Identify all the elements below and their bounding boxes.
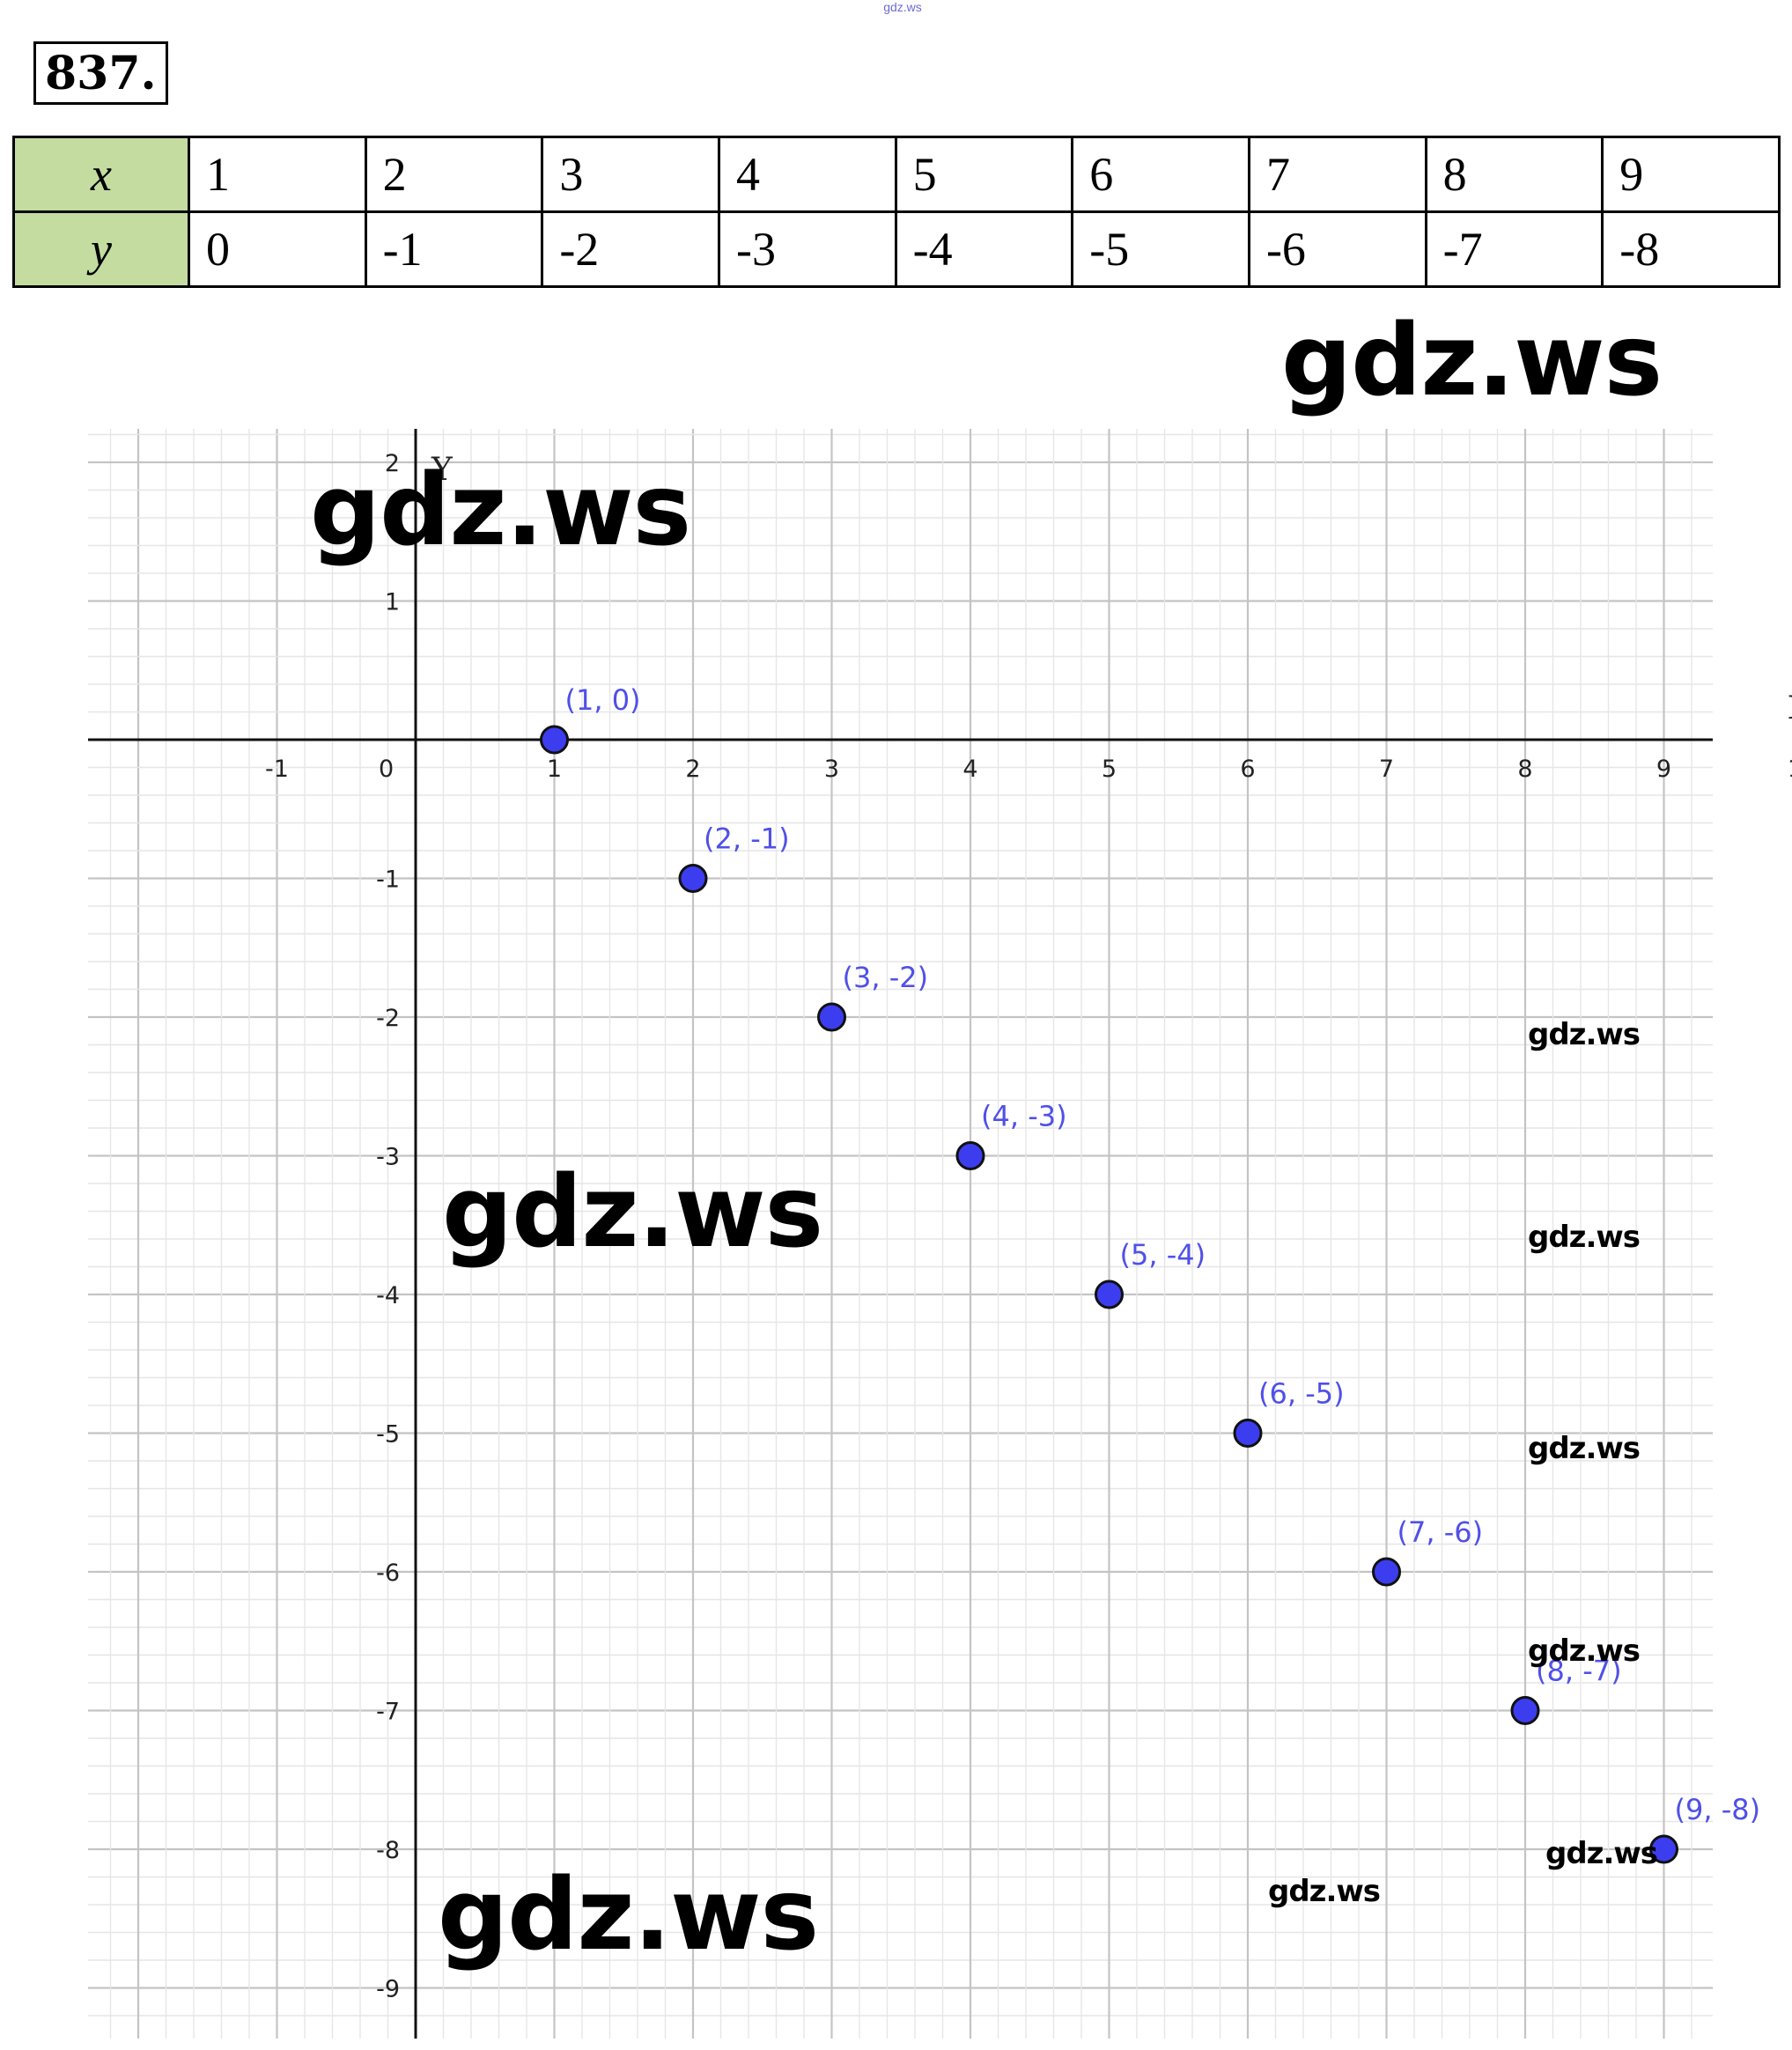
table-header-y: y (12, 210, 190, 288)
data-point (678, 864, 708, 893)
table-cell: -7 (1424, 210, 1604, 288)
watermark-text: gdz.ws (1528, 1017, 1641, 1052)
table-cell: 2 (364, 136, 544, 213)
table-cell: -2 (541, 210, 720, 288)
data-point-label: (3, -2) (843, 961, 929, 994)
plot-axes (88, 429, 1713, 2039)
y-tick-label: -4 (376, 1282, 400, 1309)
table-cell: 7 (1247, 136, 1427, 213)
x-tick-label: 1 (547, 756, 562, 783)
data-point (817, 1002, 846, 1032)
table-cell: 1 (188, 136, 367, 213)
data-point-label: (1, 0) (565, 683, 641, 717)
data-point (1649, 1834, 1678, 1864)
x-tick-label: 6 (1240, 756, 1255, 783)
data-point-label: (6, -5) (1258, 1377, 1345, 1411)
y-tick-label: -3 (376, 1144, 400, 1171)
y-tick-label: -7 (376, 1699, 400, 1726)
data-point (1095, 1279, 1124, 1309)
x-tick-label: 4 (962, 756, 977, 783)
data-point-label: (9, -8) (1675, 1793, 1761, 1826)
watermark-text: gdz.ws (1528, 1431, 1641, 1466)
table-cell: 9 (1601, 136, 1781, 213)
y-tick-label: -6 (376, 1560, 400, 1587)
plot-points: (1, 0) (2, -1) (3, -2) (4, -3) (5, -4) (6, -5… (540, 683, 1761, 1864)
watermark-text: gdz.ws (1545, 1836, 1658, 1871)
source-mark: gdz.ws (883, 0, 922, 14)
x-tick-label: -1 (265, 756, 289, 783)
table-header-x: x (12, 136, 190, 213)
watermark-text: gdz.ws (1268, 1874, 1381, 1909)
table-cell: 3 (541, 136, 720, 213)
table-cell: 6 (1071, 136, 1250, 213)
x-tick-label: 8 (1517, 756, 1532, 783)
y-tick-label: -5 (376, 1421, 400, 1449)
plot-tick-labels: X Y -1 0 1 2 3 4 5 6 7 8 9 10 2 1 -1 -2 -3 -4 -5 -6 -7 -8 -9 (265, 450, 1792, 2003)
table-cell: 8 (1424, 136, 1604, 213)
x-tick-label: 9 (1656, 756, 1671, 783)
values-table: x 1 2 3 4 5 6 7 8 9 y 0 -1 -2 -3 -4 -5 -… (12, 136, 1781, 288)
watermark-text: gdz.ws (1528, 1633, 1641, 1669)
task-number: 837. (33, 41, 168, 105)
table-cell: 4 (717, 136, 897, 213)
table-cell: -5 (1071, 210, 1250, 288)
watermark-text: gdz.ws (438, 1858, 819, 1973)
table-row-y: y 0 -1 -2 -3 -4 -5 -6 -7 -8 (12, 210, 1781, 288)
data-point-label: (2, -1) (704, 822, 790, 856)
table-cell: 5 (894, 136, 1074, 213)
y-tick-label: -8 (376, 1837, 400, 1864)
watermark-text: gdz.ws (1528, 1220, 1641, 1255)
data-point-label: (7, -6) (1397, 1515, 1484, 1549)
y-tick-label: -1 (376, 866, 400, 894)
y-axis-label: Y (431, 452, 454, 488)
x-tick-label: 3 (824, 756, 839, 783)
watermark-text: gdz.ws (1281, 304, 1663, 418)
x-tick-label: 10 (1788, 756, 1792, 783)
data-point (1233, 1419, 1263, 1448)
table-cell: -3 (717, 210, 897, 288)
data-point-label: (5, -4) (1120, 1238, 1206, 1272)
table-cell: -8 (1601, 210, 1781, 288)
table-row-x: x 1 2 3 4 5 6 7 8 9 (12, 136, 1781, 213)
x-tick-label: 5 (1102, 756, 1117, 783)
data-point-label: (8, -7) (1536, 1655, 1622, 1688)
table-cell: -1 (364, 210, 544, 288)
table-cell: -4 (894, 210, 1074, 288)
data-point (1372, 1557, 1401, 1587)
y-tick-label: -2 (376, 1005, 400, 1032)
watermark-text: gdz.ws (442, 1155, 823, 1270)
x-axis-label: X (1788, 690, 1792, 726)
plot-grid (88, 429, 1713, 2039)
x-tick-label: 2 (685, 756, 700, 783)
watermark-text: gdz.ws (310, 454, 691, 568)
data-point (1510, 1696, 1540, 1725)
x-tick-label: 7 (1379, 756, 1394, 783)
data-point-label: (4, -3) (981, 1100, 1067, 1133)
data-point (955, 1141, 985, 1170)
y-tick-label: 1 (385, 589, 400, 616)
data-point (540, 725, 569, 755)
table-cell: -6 (1247, 210, 1427, 288)
x-tick-label: 0 (379, 756, 394, 783)
y-tick-label: -9 (376, 1976, 400, 2003)
table-cell: 0 (188, 210, 367, 288)
y-tick-label: 2 (385, 450, 400, 477)
